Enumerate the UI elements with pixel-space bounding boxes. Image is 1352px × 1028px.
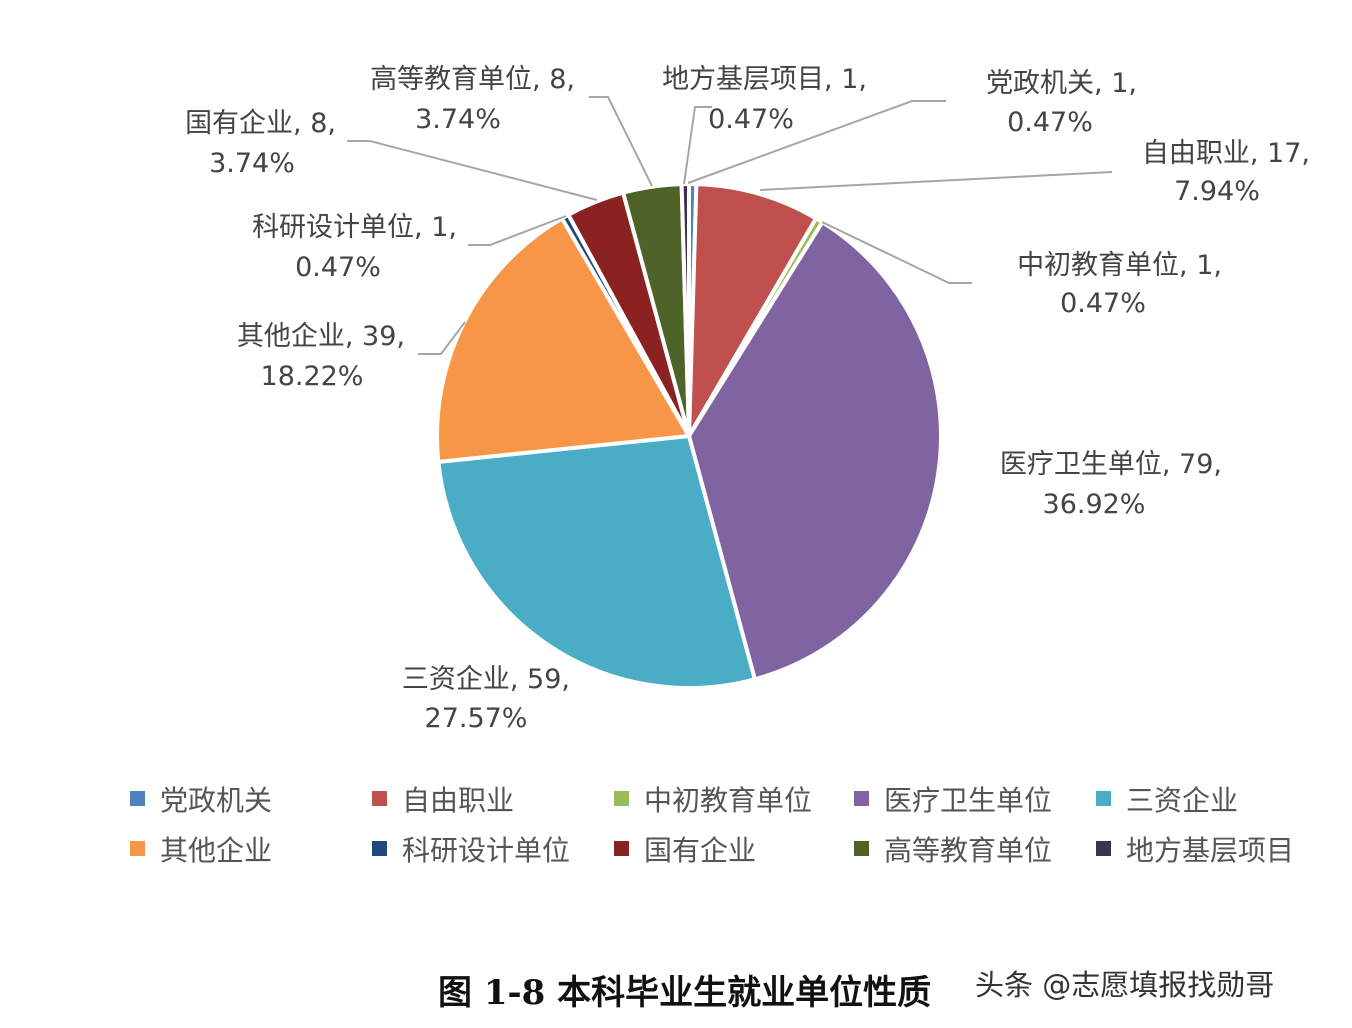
legend-label-keyan: 科研设计单位 — [402, 834, 570, 867]
data-label-yiliao-percent: 36.92% — [1043, 489, 1146, 520]
data-label-keyan-percent: 0.47% — [295, 252, 381, 283]
leader-lines — [347, 96, 1113, 355]
legend-swatch-sanzi — [1096, 791, 1111, 806]
data-label-yiliao-name: 医疗卫生单位, 79, — [1000, 449, 1222, 480]
data-labels: 党政机关, 1, 0.47% 自由职业, 17, 7.94% 中初教育单位, 1, 0.4… — [185, 64, 1310, 734]
data-label-gaodeng-name: 高等教育单位, 8, — [370, 64, 575, 95]
data-label-zhongchu-percent: 0.47% — [1060, 288, 1146, 319]
legend-label-sanzi: 三资企业 — [1126, 784, 1238, 817]
data-label-qita-percent: 18.22% — [261, 361, 364, 392]
leader-line-zhongchu — [821, 221, 972, 284]
data-label-qita-name: 其他企业, 39, — [237, 321, 405, 352]
leader-line-ziyou — [759, 171, 1113, 191]
leader-line-gaodeng — [589, 96, 653, 187]
legend-swatch-guoyou — [614, 841, 629, 856]
legend-swatch-zhongchu — [614, 791, 629, 806]
pie-slice-yiliao — [687, 220, 943, 682]
data-label-ziyou-name: 自由职业, 17, — [1142, 138, 1310, 169]
data-label-gaodeng-percent: 3.74% — [415, 104, 501, 135]
leader-line-qita — [418, 321, 466, 355]
legend-swatch-ziyou — [372, 791, 387, 806]
legend-label-dangzheng: 党政机关 — [160, 784, 272, 817]
figure-caption: 图 1-8 本科毕业生就业单位性质 — [438, 973, 932, 1013]
pie-slices — [435, 182, 943, 690]
legend-label-yiliao: 医疗卫生单位 — [884, 784, 1052, 817]
data-label-ziyou-percent: 7.94% — [1174, 176, 1260, 207]
legend-label-gaodeng: 高等教育单位 — [884, 834, 1052, 867]
leader-line-keyan — [468, 215, 567, 246]
data-label-sanzi-percent: 27.57% — [425, 703, 528, 734]
legend-swatch-keyan — [372, 841, 387, 856]
data-label-dangzheng-name: 党政机关, 1, — [986, 68, 1137, 99]
leader-line-difang — [683, 106, 712, 185]
watermark: 头条 @志愿填报找勋哥 — [975, 960, 1275, 1010]
data-label-guoyou-percent: 3.74% — [209, 148, 295, 179]
legend-label-ziyou: 自由职业 — [402, 784, 514, 817]
legend-label-guoyou: 国有企业 — [644, 834, 756, 867]
data-label-difang-name: 地方基层项目, 1, — [662, 64, 867, 95]
pie-slice-sanzi — [436, 434, 757, 690]
legend-swatch-difang — [1096, 841, 1111, 856]
pie-slice-difang — [679, 182, 691, 438]
leader-line-guoyou — [347, 140, 598, 201]
legend-label-difang: 地方基层项目 — [1126, 834, 1294, 867]
leader-line-dangzheng — [687, 100, 946, 184]
data-label-sanzi-name: 三资企业, 59, — [402, 664, 570, 695]
data-label-guoyou-name: 国有企业, 8, — [185, 108, 336, 139]
data-label-dangzheng-percent: 0.47% — [1007, 107, 1093, 138]
data-label-difang-percent: 0.47% — [708, 104, 794, 135]
legend-swatch-qita — [130, 841, 145, 856]
legend-swatch-yiliao — [854, 791, 869, 806]
data-label-zhongchu-name: 中初教育单位, 1, — [1017, 250, 1222, 281]
legend-swatch-gaodeng — [854, 841, 869, 856]
legend-swatch-dangzheng — [130, 791, 145, 806]
pie-slice-ziyou — [687, 182, 819, 438]
data-label-keyan-name: 科研设计单位, 1, — [252, 212, 457, 243]
legend-label-qita: 其他企业 — [160, 834, 272, 867]
legend-label-zhongchu: 中初教育单位 — [644, 784, 812, 817]
